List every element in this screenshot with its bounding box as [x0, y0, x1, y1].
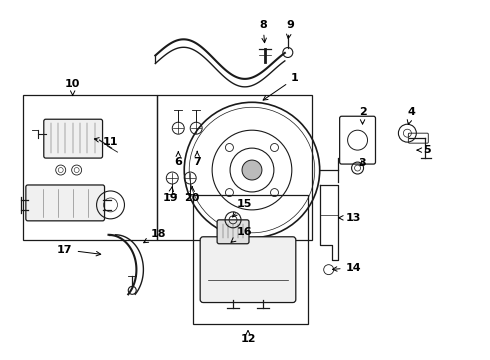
Text: 4: 4 — [407, 107, 416, 125]
Text: 8: 8 — [259, 19, 267, 43]
Bar — [23, 95, 157, 240]
Text: 1: 1 — [263, 73, 299, 100]
Text: 14: 14 — [333, 263, 361, 273]
Text: 19: 19 — [163, 187, 178, 203]
Text: 16: 16 — [231, 227, 252, 242]
FancyBboxPatch shape — [26, 185, 104, 221]
Text: 17: 17 — [57, 245, 101, 256]
Text: 13: 13 — [339, 213, 361, 223]
Text: 15: 15 — [233, 199, 252, 217]
FancyBboxPatch shape — [200, 237, 296, 302]
Text: 20: 20 — [185, 187, 200, 203]
Bar — [157, 95, 312, 240]
Text: 3: 3 — [359, 158, 367, 168]
Text: 10: 10 — [65, 79, 80, 95]
Text: 6: 6 — [174, 152, 182, 167]
Text: 18: 18 — [144, 229, 166, 243]
Text: 5: 5 — [417, 145, 431, 155]
Circle shape — [242, 160, 262, 180]
FancyBboxPatch shape — [217, 220, 249, 244]
Text: 2: 2 — [359, 107, 367, 124]
FancyBboxPatch shape — [44, 119, 102, 158]
Text: 7: 7 — [194, 152, 201, 167]
Text: 12: 12 — [240, 330, 256, 345]
Bar — [193, 195, 308, 324]
Text: 11: 11 — [95, 137, 118, 147]
Text: 9: 9 — [286, 19, 294, 39]
